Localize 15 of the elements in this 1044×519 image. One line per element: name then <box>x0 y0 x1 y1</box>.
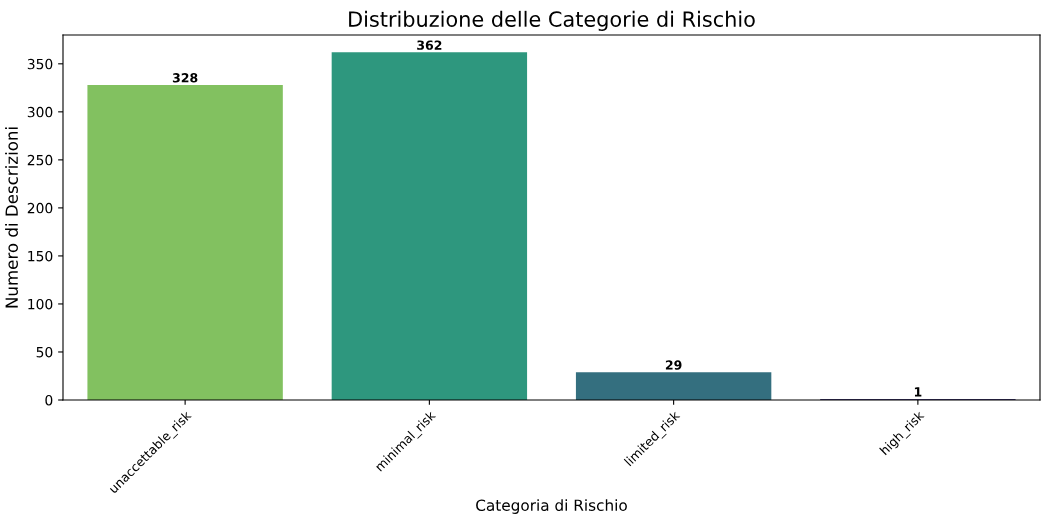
y-tick-label: 250 <box>27 154 53 166</box>
y-tick-label: 100 <box>28 298 53 310</box>
y-tick-label: 0 <box>45 394 53 406</box>
data-label: 328 <box>172 73 198 83</box>
y-tick-label: 150 <box>28 250 53 262</box>
y-tick-label: 300 <box>27 106 53 118</box>
y-tick-label: 50 <box>36 346 53 358</box>
y-axis-title: Numero di Descrizioni <box>5 127 18 308</box>
x-axis-title: Categoria di Rischio <box>476 499 627 514</box>
chart-title: Distribuzione delle Categorie di Rischio <box>349 10 755 31</box>
y-tick-label: 350 <box>27 58 53 70</box>
y-tick-label: 200 <box>27 202 53 214</box>
data-label: 1 <box>914 387 922 397</box>
data-label: 29 <box>665 360 682 370</box>
data-label: 362 <box>417 40 442 50</box>
